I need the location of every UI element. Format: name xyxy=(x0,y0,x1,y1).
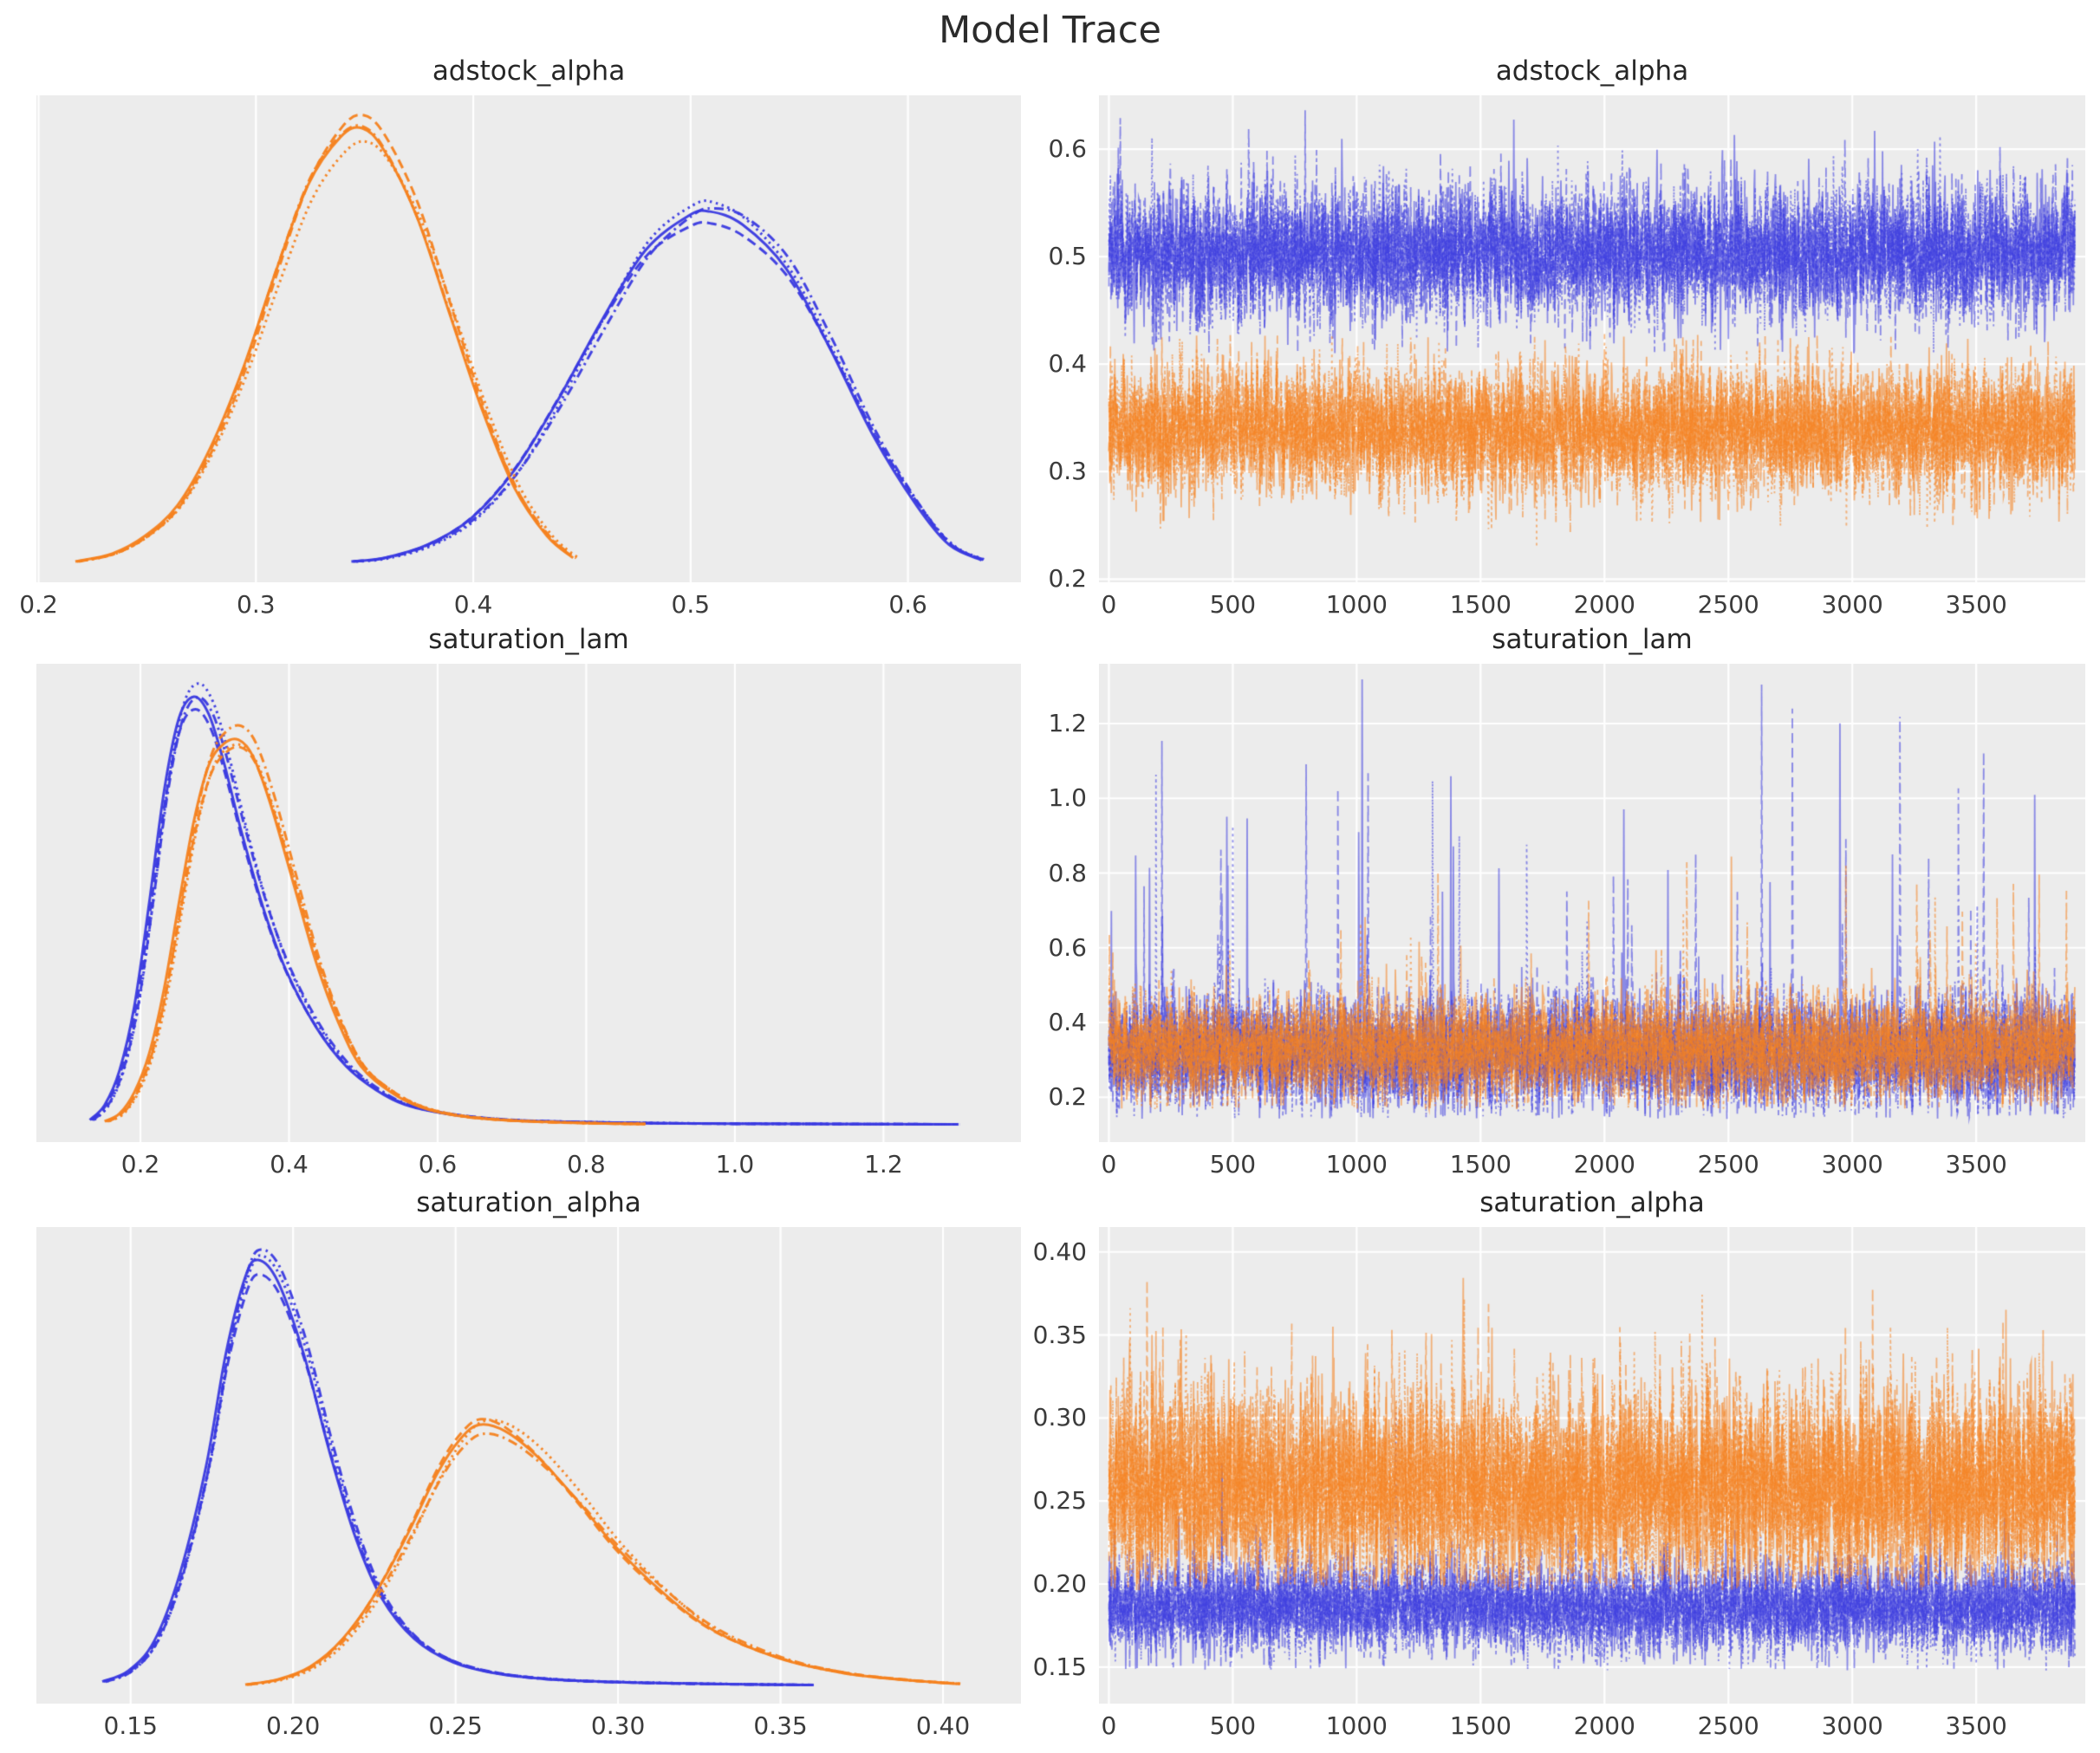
y-tick-label: 0.4 xyxy=(1048,1008,1087,1036)
y-tick-label: 0.4 xyxy=(1048,349,1087,379)
x-tick-label: 0.25 xyxy=(428,1711,483,1740)
trace-plot-canvas xyxy=(1099,664,2085,1142)
x-tick-label: 0 xyxy=(1101,1150,1117,1178)
x-tick-label: 1000 xyxy=(1325,1711,1388,1740)
x-tick-label: 2000 xyxy=(1573,590,1635,619)
x-tick-label: 2500 xyxy=(1697,1711,1759,1740)
x-tick-label: 500 xyxy=(1209,1150,1257,1178)
x-tick-label: 0.2 xyxy=(19,590,58,619)
x-tick-label: 1000 xyxy=(1325,590,1388,619)
kde-plot-canvas xyxy=(36,1227,1021,1704)
y-tick-label: 0.30 xyxy=(1032,1403,1087,1432)
x-tick-label: 0.8 xyxy=(567,1150,606,1178)
y-tick-label: 0.25 xyxy=(1032,1486,1087,1516)
kde-plot-canvas xyxy=(36,664,1021,1142)
y-tick-label: 0.6 xyxy=(1048,932,1087,962)
subplot-title: saturation_lam xyxy=(428,624,629,655)
x-tick-label: 0.40 xyxy=(915,1711,971,1740)
subplot-title: adstock_alpha xyxy=(1495,55,1689,87)
x-tick-label: 0.15 xyxy=(103,1711,158,1740)
x-tick-label: 0.4 xyxy=(270,1150,309,1178)
x-tick-label: 0 xyxy=(1101,590,1117,619)
x-tick-label: 0.5 xyxy=(671,590,711,619)
x-tick-label: 3500 xyxy=(1945,1150,2007,1178)
subplot-title: saturation_lam xyxy=(1492,624,1693,655)
trace-panel-saturation-lam: saturation_lam 0 500 1000 1500 2000 2500 3000 3… xyxy=(1048,624,2085,1178)
x-tick-label: 2500 xyxy=(1697,1150,1759,1178)
x-tick-label: 2500 xyxy=(1697,590,1759,619)
y-tick-label: 0.5 xyxy=(1048,242,1087,271)
x-tick-label: 500 xyxy=(1209,590,1257,619)
figure-title: Model Trace xyxy=(939,9,1161,52)
x-tick-label: 500 xyxy=(1209,1711,1257,1740)
subplot-title: adstock_alpha xyxy=(432,55,626,87)
trace-panel-adstock-alpha: adstock_alpha 0 500 1000 1500 2000 2500 3000 35… xyxy=(1048,55,2085,619)
y-tick-label: 1.2 xyxy=(1048,709,1087,737)
y-tick-label: 0.8 xyxy=(1048,858,1087,887)
y-tick-label: 0.2 xyxy=(1048,1082,1087,1112)
x-tick-label: 0.20 xyxy=(266,1711,321,1740)
x-tick-label: 1500 xyxy=(1449,1150,1512,1178)
y-tick-label: 0.35 xyxy=(1032,1320,1087,1349)
x-tick-label: 1.2 xyxy=(864,1150,903,1178)
y-tick-label: 0.40 xyxy=(1032,1237,1087,1266)
x-tick-label: 3000 xyxy=(1821,590,1883,619)
x-tick-label: 2000 xyxy=(1573,1150,1635,1178)
x-tick-label: 1000 xyxy=(1325,1150,1388,1178)
kde-panel-saturation-alpha: saturation_alpha 0.15 0.20 0.25 0.30 0.35 0.4… xyxy=(36,1187,1021,1740)
subplot-title: saturation_alpha xyxy=(416,1187,641,1218)
x-tick-label: 3500 xyxy=(1945,590,2007,619)
y-tick-label: 0.3 xyxy=(1048,457,1087,486)
x-tick-label: 0.2 xyxy=(120,1150,160,1178)
y-tick-label: 0.15 xyxy=(1032,1652,1087,1681)
x-tick-label: 0.6 xyxy=(888,590,927,619)
x-tick-label: 0.3 xyxy=(237,590,276,619)
y-tick-label: 0.6 xyxy=(1048,134,1087,164)
x-tick-label: 0.35 xyxy=(753,1711,808,1740)
kde-panel-adstock-alpha: adstock_alpha 0.2 0.3 0.4 0.5 0.6 xyxy=(19,55,1021,619)
x-tick-label: 3000 xyxy=(1821,1150,1883,1178)
y-tick-label: 0.20 xyxy=(1032,1569,1087,1599)
x-tick-label: 0.4 xyxy=(453,590,493,619)
x-tick-label: 2000 xyxy=(1573,1711,1635,1740)
x-tick-label: 0 xyxy=(1101,1711,1117,1740)
x-tick-label: 1500 xyxy=(1449,590,1512,619)
x-tick-label: 3000 xyxy=(1821,1711,1883,1740)
kde-panel-saturation-lam: saturation_lam 0.2 0.4 0.6 0.8 1.0 1.2 xyxy=(36,624,1021,1178)
x-tick-label: 1500 xyxy=(1449,1711,1512,1740)
trace-plot-canvas xyxy=(1099,1227,2085,1704)
y-tick-label: 1.0 xyxy=(1048,783,1087,813)
x-tick-label: 0.6 xyxy=(418,1150,458,1178)
trace-plot-canvas xyxy=(1099,95,2085,582)
x-tick-label: 3500 xyxy=(1945,1711,2007,1740)
y-tick-label: 0.2 xyxy=(1048,564,1087,594)
kde-plot-canvas xyxy=(36,95,1021,582)
trace-panel-saturation-alpha: saturation_alpha 0 500 1000 1500 2000 2500 300… xyxy=(1033,1187,2085,1740)
subplot-title: saturation_alpha xyxy=(1479,1187,1705,1218)
x-tick-label: 0.30 xyxy=(590,1711,646,1740)
x-tick-label: 1.0 xyxy=(715,1150,755,1178)
